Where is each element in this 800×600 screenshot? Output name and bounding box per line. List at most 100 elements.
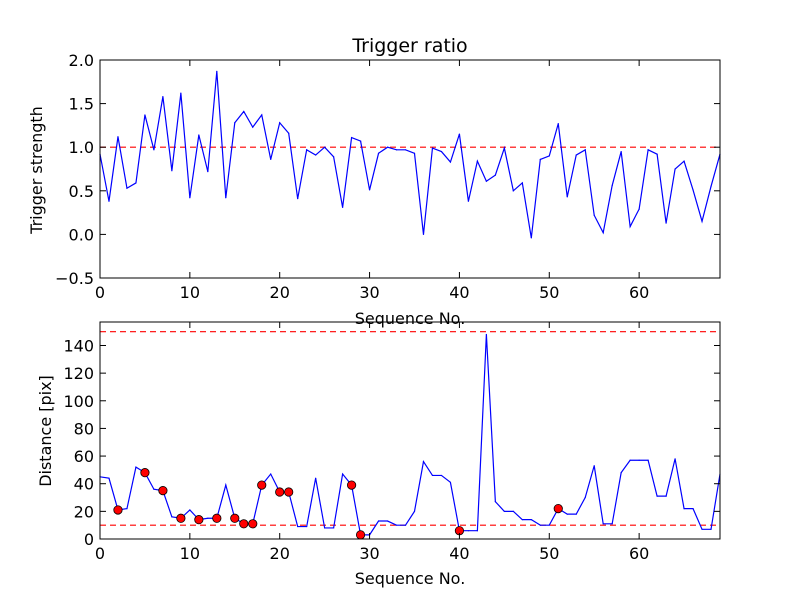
data-point bbox=[611, 523, 613, 525]
x-tick-label: 50 bbox=[539, 544, 559, 563]
x-tick-label: 20 bbox=[270, 544, 290, 563]
data-point bbox=[297, 525, 299, 528]
data-point bbox=[611, 184, 613, 187]
data-point bbox=[108, 200, 110, 202]
data-point bbox=[386, 146, 389, 148]
trigger-ratio-chart: Trigger ratio 0 10 20 30 40 50 60 −0.5 0.0 0.5 1.0… bbox=[27, 35, 721, 328]
data-point bbox=[710, 185, 712, 188]
data-point bbox=[422, 233, 425, 235]
data-point bbox=[261, 114, 263, 116]
y-tick-label: 80 bbox=[74, 419, 94, 438]
y-tick-label: 60 bbox=[74, 447, 94, 466]
data-point bbox=[566, 196, 568, 198]
axis-ticks: 0 10 20 30 40 50 60 0 20 40 60 80 100 120 140 bbox=[63, 322, 720, 563]
data-point bbox=[144, 114, 146, 116]
data-point bbox=[701, 220, 703, 222]
y-axis-label: Trigger strength bbox=[27, 106, 46, 235]
x-tick-label: 20 bbox=[270, 283, 290, 302]
data-point bbox=[584, 149, 586, 151]
data-point bbox=[342, 206, 344, 208]
highlight-marker bbox=[140, 468, 150, 478]
data-point bbox=[467, 200, 470, 202]
data-point bbox=[647, 459, 649, 461]
highlight-marker bbox=[230, 513, 240, 523]
data-point bbox=[117, 136, 119, 138]
data-point bbox=[252, 126, 254, 128]
data-point bbox=[395, 149, 398, 151]
x-tick-label: 0 bbox=[95, 544, 105, 563]
y-tick-label: 20 bbox=[74, 502, 94, 521]
data-point bbox=[566, 513, 568, 515]
reference-lines bbox=[100, 331, 720, 526]
highlight-marker bbox=[239, 519, 249, 529]
highlight-marker bbox=[113, 505, 123, 515]
data-point bbox=[521, 182, 523, 184]
highlight-marker bbox=[284, 487, 294, 497]
axes-frame bbox=[99, 59, 721, 279]
data-point bbox=[135, 466, 137, 468]
data-point bbox=[548, 155, 550, 157]
data-point bbox=[656, 495, 658, 497]
series-markers bbox=[113, 468, 563, 540]
x-axis-label: Sequence No. bbox=[355, 569, 466, 588]
data-point bbox=[324, 527, 326, 529]
data-point bbox=[207, 171, 209, 173]
data-point bbox=[306, 525, 308, 528]
x-axis-label: Sequence No. bbox=[355, 309, 466, 328]
data-point bbox=[243, 110, 245, 113]
data-point bbox=[126, 187, 128, 189]
axis-ticks: 0 10 20 30 40 50 60 −0.5 0.0 0.5 1.0 1.5 2.0 bbox=[55, 51, 720, 302]
data-point bbox=[467, 530, 470, 532]
data-point bbox=[270, 158, 272, 161]
data-point bbox=[207, 517, 209, 519]
data-point bbox=[629, 225, 631, 228]
data-point bbox=[665, 222, 667, 224]
x-tick-label: 60 bbox=[629, 283, 649, 302]
data-point bbox=[530, 237, 532, 239]
highlight-marker bbox=[346, 480, 357, 490]
data-point bbox=[333, 527, 335, 529]
data-point bbox=[404, 149, 407, 151]
data-point bbox=[225, 197, 227, 199]
data-point bbox=[548, 524, 550, 526]
data-point bbox=[377, 520, 380, 522]
data-point bbox=[440, 474, 443, 477]
data-point bbox=[386, 520, 389, 522]
data-point bbox=[333, 156, 335, 158]
data-point bbox=[485, 333, 487, 336]
data-point bbox=[171, 516, 173, 518]
data-point bbox=[189, 509, 191, 511]
data-point bbox=[638, 208, 640, 210]
data-point bbox=[108, 477, 110, 479]
x-tick-label: 0 bbox=[95, 283, 105, 302]
data-point bbox=[270, 473, 272, 475]
x-tick-label: 10 bbox=[180, 544, 200, 563]
y-tick-label: 120 bbox=[63, 364, 94, 383]
data-point bbox=[413, 510, 416, 512]
data-point bbox=[324, 146, 326, 148]
highlight-marker bbox=[248, 519, 258, 529]
x-tick-label: 50 bbox=[539, 283, 559, 302]
data-point bbox=[647, 149, 649, 151]
data-point bbox=[162, 96, 164, 98]
y-tick-label: 140 bbox=[63, 336, 94, 355]
data-point bbox=[306, 149, 308, 151]
data-point bbox=[683, 507, 685, 510]
data-point bbox=[413, 152, 416, 154]
data-point bbox=[503, 147, 505, 149]
data-point bbox=[539, 524, 541, 526]
data-point bbox=[521, 519, 523, 521]
data-point bbox=[288, 132, 290, 134]
data-point bbox=[216, 70, 218, 72]
data-point bbox=[674, 168, 676, 170]
data-point bbox=[198, 134, 200, 136]
data-point bbox=[234, 122, 236, 124]
data-point bbox=[620, 150, 622, 153]
data-point bbox=[431, 474, 434, 477]
chart-title: Trigger ratio bbox=[351, 35, 467, 57]
data-point bbox=[171, 170, 173, 172]
x-tick-label: 60 bbox=[629, 544, 649, 563]
data-point bbox=[593, 214, 595, 216]
